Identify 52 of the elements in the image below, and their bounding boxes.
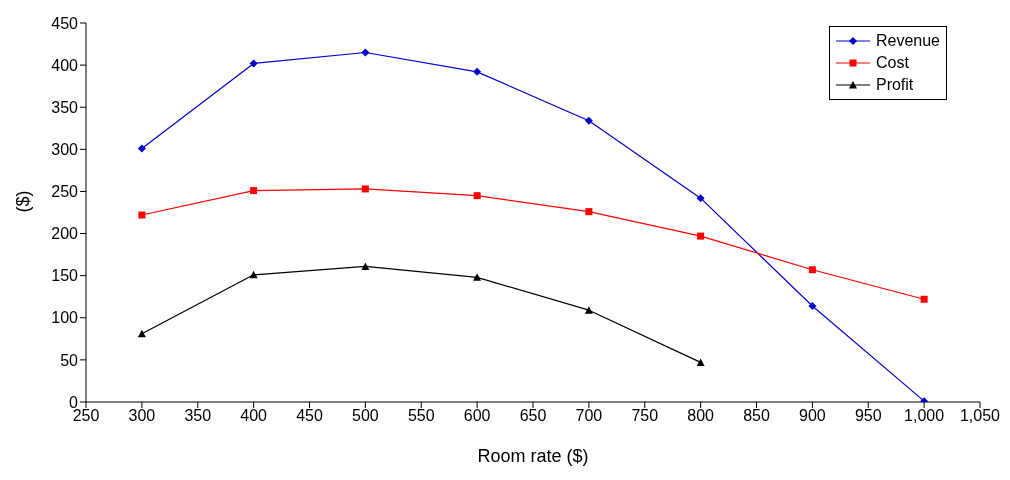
point: [696, 194, 705, 203]
x-tick-label: 750: [631, 407, 659, 425]
x-tick-label: 950: [854, 407, 882, 425]
point: [473, 67, 482, 76]
x-tick-label: 250: [72, 407, 100, 425]
x-tick-label: 700: [575, 407, 603, 425]
x-tick-label: 1,000: [904, 407, 945, 425]
y-tick-label: 200: [51, 225, 79, 243]
x-tick-label: 800: [687, 407, 715, 425]
y-tick-label: 300: [51, 141, 79, 159]
point: [137, 329, 146, 338]
point: [361, 262, 370, 270]
y-tick-label: 150: [51, 267, 79, 285]
y-axis-title: ($): [13, 190, 34, 213]
x-tick-label: 500: [352, 407, 379, 425]
point: [249, 270, 258, 279]
legend-label: Profit: [875, 76, 914, 94]
point: [696, 358, 705, 366]
y-tick-label: 100: [51, 309, 79, 327]
x-tick-label: 400: [240, 407, 268, 425]
x-tick-label: 900: [799, 407, 826, 425]
x-axis-title: Room rate ($): [477, 446, 589, 466]
x-tick-label: 550: [407, 407, 435, 425]
point: [473, 273, 482, 281]
x-tick-label: 600: [463, 407, 491, 425]
y-tick-label: 400: [51, 56, 79, 74]
y-tick-label: 450: [51, 14, 79, 32]
y-tick-label: 50: [60, 351, 79, 369]
x-tick-label: 350: [184, 407, 212, 425]
x-tick-label: 300: [128, 407, 156, 425]
point: [361, 48, 370, 57]
point: [920, 295, 928, 303]
x-tick-label: 850: [743, 407, 770, 425]
x-tick-label: 1,050: [959, 407, 1001, 425]
point: [585, 208, 593, 216]
y-tick-label: 350: [51, 98, 79, 116]
legend-label: Cost: [875, 54, 909, 72]
point: [250, 187, 258, 195]
legend-label: Revenue: [875, 32, 940, 50]
x-tick-label: 650: [519, 407, 547, 425]
x-tick-label: 450: [296, 407, 323, 425]
point: [361, 185, 369, 193]
point: [138, 211, 146, 219]
point: [584, 306, 593, 314]
y-tick-label: 250: [51, 183, 79, 201]
point: [808, 266, 816, 274]
point: [473, 192, 481, 200]
point: [249, 59, 258, 68]
point: [808, 301, 817, 310]
point: [137, 144, 146, 153]
point: [697, 232, 705, 240]
point: [584, 116, 593, 125]
